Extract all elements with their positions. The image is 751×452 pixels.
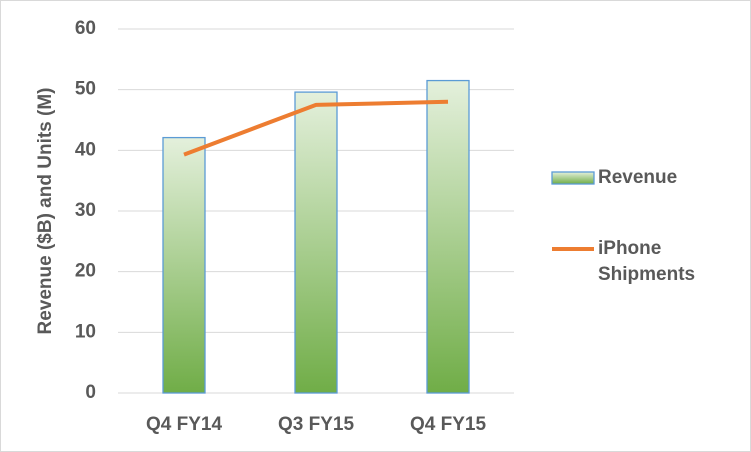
- y-tick-label: 0: [85, 382, 96, 403]
- bar: [426, 79, 470, 394]
- x-tick-label: Q3 FY15: [278, 414, 354, 435]
- bar: [294, 91, 338, 394]
- legend-label: Revenue: [598, 167, 678, 188]
- legend-swatch: [551, 171, 595, 185]
- y-tick-label: 10: [75, 321, 96, 342]
- legend-label: iPhone Shipments: [598, 238, 696, 285]
- y-tick-label: 40: [75, 139, 96, 160]
- y-tick-label: 50: [75, 79, 96, 100]
- y-tick-label: 60: [75, 18, 96, 39]
- bar: [162, 136, 206, 394]
- x-tick-label: Q4 FY14: [146, 414, 222, 435]
- y-axis-label: Revenue ($B) and Units (M): [35, 87, 56, 334]
- y-tick-label: 20: [75, 261, 96, 282]
- y-tick-label: 30: [75, 200, 96, 221]
- line: [183, 99, 449, 157]
- x-tick-label: Q4 FY15: [410, 414, 486, 435]
